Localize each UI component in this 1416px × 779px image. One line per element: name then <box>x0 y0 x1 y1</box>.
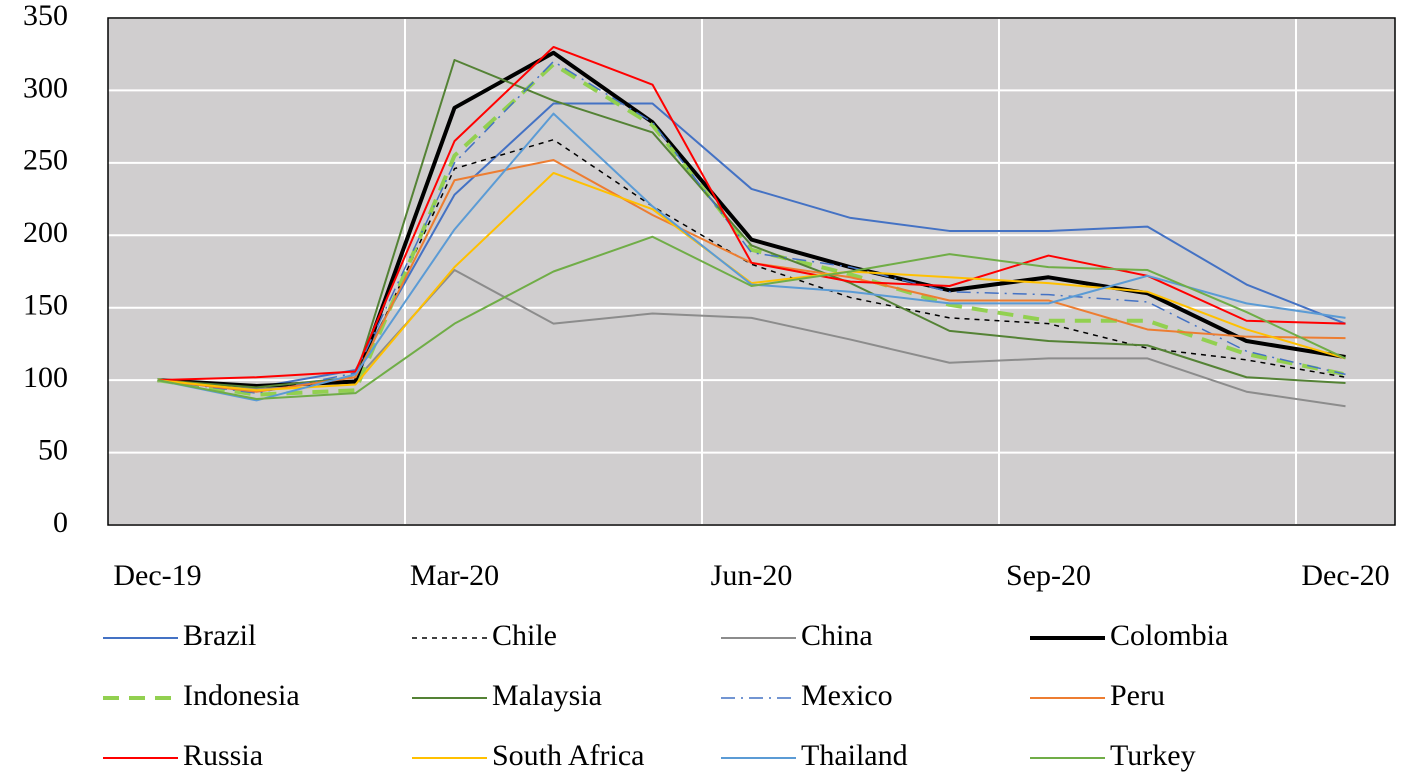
legend-label: Peru <box>1110 679 1165 712</box>
legend-label: Chile <box>492 619 557 652</box>
y-tick-label: 250 <box>23 144 68 177</box>
x-tick-label: Mar-20 <box>410 559 499 592</box>
y-tick-label: 100 <box>23 361 68 394</box>
legend-label: Brazil <box>183 619 256 652</box>
legend-label: Malaysia <box>492 679 602 712</box>
x-tick-label: Sep-20 <box>1006 559 1091 592</box>
y-tick-label: 200 <box>23 216 68 249</box>
series-line <box>157 171 1346 392</box>
series-line <box>157 235 1346 400</box>
y-tick-label: 300 <box>23 71 68 104</box>
legend-label: Mexico <box>801 679 893 712</box>
series-line <box>157 62 1346 397</box>
legend-label: Colombia <box>1110 619 1228 652</box>
x-tick-label: Dec-20 <box>1301 559 1389 592</box>
legend-label: South Africa <box>492 739 644 772</box>
legend-label: China <box>801 619 873 652</box>
plot-area <box>108 18 1395 525</box>
x-tick-label: Dec-19 <box>113 559 201 592</box>
series-line <box>157 50 1346 388</box>
x-tick-label: Jun-20 <box>711 559 793 592</box>
legend-label: Turkey <box>1110 739 1196 772</box>
y-tick-label: 350 <box>23 0 68 32</box>
series-line <box>157 112 1346 402</box>
y-tick-label: 50 <box>38 433 68 466</box>
y-tick-label: 150 <box>23 289 68 322</box>
legend-label: Russia <box>183 739 263 772</box>
legend-label: Thailand <box>801 739 908 772</box>
legend-label: Indonesia <box>183 679 300 712</box>
plot-border <box>107 17 1396 526</box>
y-tick-label: 0 <box>53 506 68 539</box>
